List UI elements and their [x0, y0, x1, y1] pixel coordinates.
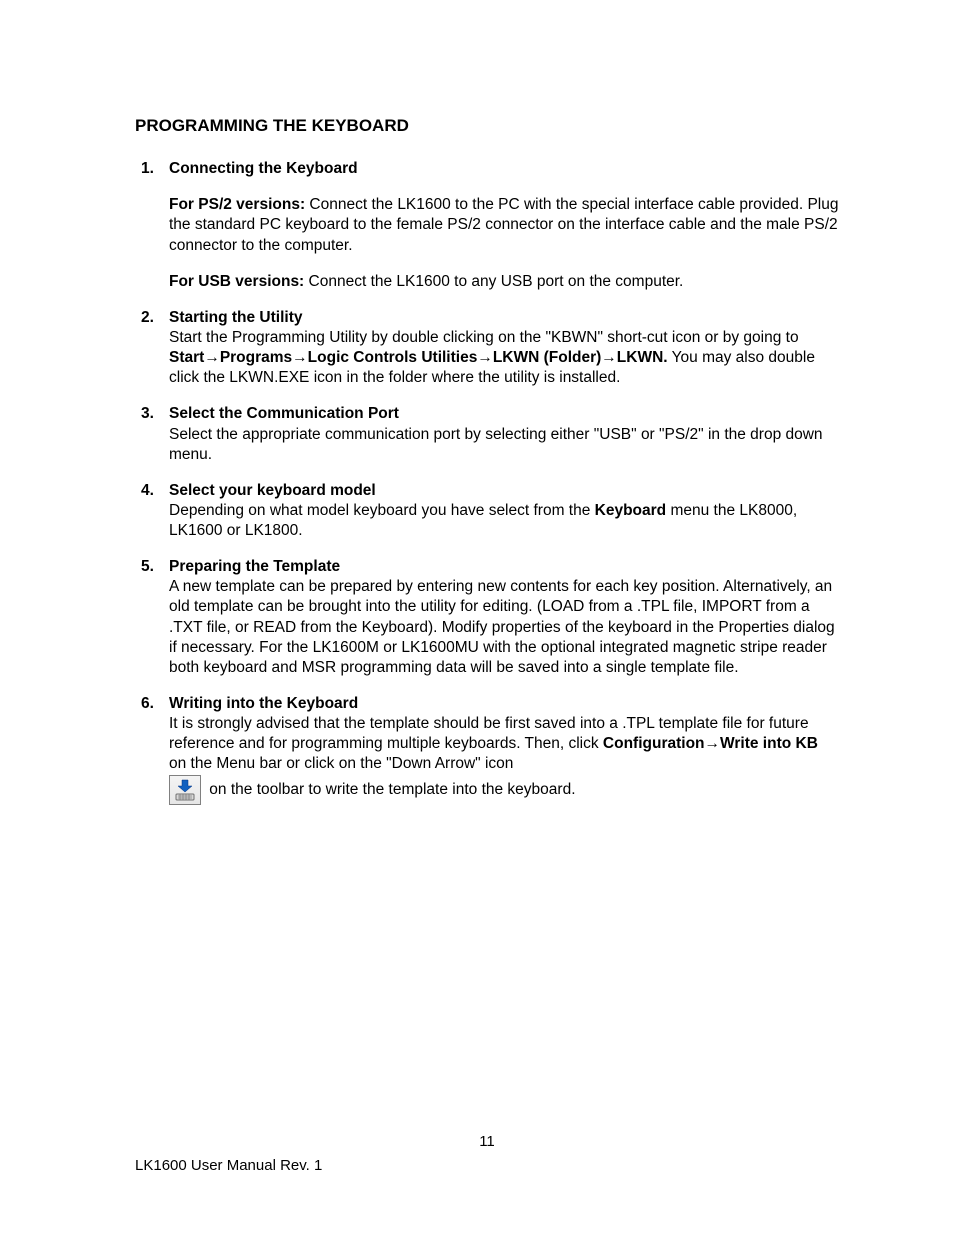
download-to-keyboard-icon	[169, 775, 201, 805]
step-4-body: Depending on what model keyboard you hav…	[169, 501, 839, 541]
menu-path: Start→Programs→Logic Controls Utilities→…	[169, 349, 668, 366]
step-1-ps2: For PS/2 versions: Connect the LK1600 to…	[169, 195, 839, 255]
step-number: 2.	[141, 308, 154, 328]
text-a: Start the Programming Utility by double …	[169, 329, 799, 346]
step-title: Select your keyboard model	[169, 482, 376, 499]
text-a: Depending on what model keyboard you hav…	[169, 502, 595, 519]
document-page: PROGRAMMING THE KEYBOARD 1. Connecting t…	[0, 0, 954, 1235]
step-2: 2. Starting the Utility Start the Progra…	[135, 308, 839, 389]
step-2-body: Start the Programming Utility by double …	[169, 328, 839, 388]
step-title: Preparing the Template	[169, 558, 340, 575]
footer-revision: LK1600 User Manual Rev. 1	[135, 1156, 839, 1176]
keyboard-menu: Keyboard	[595, 502, 667, 519]
step-number: 6.	[141, 694, 154, 714]
step-3: 3. Select the Communication Port Select …	[135, 404, 839, 464]
text-c: on the toolbar to write the template int…	[205, 781, 576, 798]
text-b: on the Menu bar or click on the "Down Ar…	[169, 755, 513, 772]
section-heading: PROGRAMMING THE KEYBOARD	[135, 115, 839, 137]
step-title: Select the Communication Port	[169, 405, 399, 422]
ps2-label: For PS/2 versions:	[169, 196, 309, 213]
step-title: Starting the Utility	[169, 309, 302, 326]
step-title: Connecting the Keyboard	[169, 159, 839, 179]
config-path: Configuration→Write into KB	[603, 735, 818, 752]
page-footer: 11 LK1600 User Manual Rev. 1	[0, 1132, 954, 1175]
step-number: 5.	[141, 557, 154, 577]
step-number: 3.	[141, 404, 154, 424]
steps-list: 1. Connecting the Keyboard For PS/2 vers…	[135, 159, 839, 805]
page-number: 11	[135, 1132, 839, 1152]
step-1: 1. Connecting the Keyboard For PS/2 vers…	[135, 159, 839, 292]
step-5-body: A new template can be prepared by enteri…	[169, 577, 839, 678]
step-6-body: It is strongly advised that the template…	[169, 714, 839, 804]
usb-label: For USB versions:	[169, 273, 309, 290]
step-1-usb: For USB versions: Connect the LK1600 to …	[169, 272, 839, 292]
step-5: 5. Preparing the Template A new template…	[135, 557, 839, 678]
step-6: 6. Writing into the Keyboard It is stron…	[135, 694, 839, 805]
step-title: Writing into the Keyboard	[169, 695, 358, 712]
step-3-body: Select the appropriate communication por…	[169, 425, 839, 465]
step-number: 1.	[141, 159, 154, 179]
step-number: 4.	[141, 481, 154, 501]
step-4: 4. Select your keyboard model Depending …	[135, 481, 839, 541]
usb-text: Connect the LK1600 to any USB port on th…	[309, 273, 684, 290]
